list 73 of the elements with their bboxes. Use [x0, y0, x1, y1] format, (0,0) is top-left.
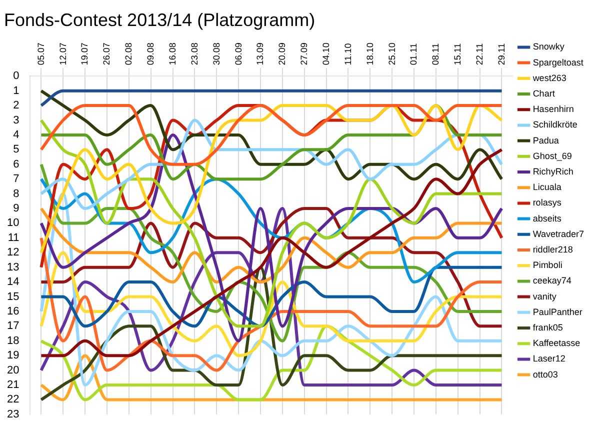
x-tick-label: 18.10: [364, 42, 375, 66]
legend-label: ceekay74: [532, 276, 572, 286]
y-tick-label: 23: [6, 408, 20, 420]
y-tick-label: 5: [13, 144, 20, 156]
legend-label: Ghost_69: [532, 150, 572, 161]
legend-label: Wavetrader7: [532, 228, 584, 239]
legend-label: Licuala: [532, 182, 562, 192]
legend-label: Pimboli: [532, 260, 562, 270]
x-tick-label: 13.09: [255, 42, 266, 66]
y-tick-label: 9: [13, 202, 20, 215]
y-tick-label: 15: [6, 290, 20, 303]
x-tick-label: 19.07: [80, 42, 90, 66]
x-tick-label: 12.07: [58, 42, 68, 66]
x-tick-label: 09.08: [146, 42, 156, 66]
legend-label: Laser12: [532, 354, 566, 364]
y-tick-label: 8: [13, 188, 20, 200]
x-tick-label: 27.09: [299, 42, 310, 66]
y-tick-label: 11: [8, 232, 20, 244]
y-tick-label: 0: [13, 70, 20, 82]
x-tick-label: 26.07: [102, 42, 112, 66]
y-tick-label: 13: [6, 261, 20, 274]
x-tick-label: 08.11: [430, 43, 441, 66]
y-tick-label: 6: [13, 158, 20, 170]
x-tick-label: 15.11: [452, 43, 463, 66]
legend-label: otto03: [532, 369, 558, 380]
x-tick-label: 20.09: [277, 42, 288, 66]
legend-label: frank05: [532, 322, 563, 332]
legend-label: Kaffeetasse: [532, 338, 580, 348]
x-tick-label: 06.09: [233, 42, 244, 66]
x-tick-label: 23.08: [189, 42, 200, 66]
legend-label: rolasys: [532, 198, 562, 208]
y-tick-label: 20: [6, 364, 20, 376]
legend-label: Spargeltoast: [532, 57, 584, 68]
y-tick-label: 2: [13, 100, 20, 112]
x-tick-label: 04.10: [320, 42, 331, 66]
x-tick-label: 02.08: [124, 42, 134, 66]
x-tick-label: 25.10: [386, 42, 397, 66]
y-tick-label: 14: [6, 276, 20, 288]
chart-title: Fonds-Contest 2013/14 (Platzogramm): [4, 10, 316, 30]
x-tick-label: 29.11: [496, 43, 506, 66]
legend-label: Snowky: [532, 42, 565, 52]
y-tick-label: 10: [6, 217, 20, 230]
y-tick-label: 7: [13, 173, 20, 186]
y-tick-label: 1: [13, 84, 20, 97]
legend-label: Schildkröte: [532, 120, 578, 130]
legend-label: riddler218: [532, 244, 573, 254]
y-tick-label: 16: [6, 305, 20, 318]
y-tick-label: 4: [13, 128, 20, 141]
y-tick-label: 12: [6, 246, 20, 259]
y-tick-label: 19: [6, 350, 20, 362]
line-series: [40, 104, 504, 166]
line-series: [40, 236, 504, 372]
legend-label: vanity: [532, 291, 557, 302]
y-tick-label: 18: [6, 334, 20, 347]
x-tick-label: 01.11: [408, 43, 419, 66]
y-tick-label: 3: [13, 114, 20, 126]
x-tick-label: 05.07: [36, 42, 46, 66]
legend-label: Hasenhirn: [532, 104, 574, 114]
y-tick-label: 17: [6, 320, 20, 332]
legend-label: Chart: [532, 88, 556, 98]
x-tick-label: 11.10: [342, 43, 353, 66]
legend-label: Padua: [532, 135, 559, 146]
legend-label: RichyRich: [532, 166, 574, 176]
x-tick-label: 16.08: [167, 42, 178, 66]
line-series: [40, 206, 504, 284]
legend-label: west263: [532, 72, 566, 83]
x-tick-label: 30.08: [211, 42, 222, 66]
y-tick-label: 22: [6, 394, 20, 406]
y-tick-label: 21: [6, 379, 20, 392]
legend-label: abseits: [532, 213, 562, 224]
legend-label: PaulPanther: [532, 306, 582, 317]
x-tick-label: 22.11: [474, 43, 484, 66]
line-series: [40, 266, 504, 328]
